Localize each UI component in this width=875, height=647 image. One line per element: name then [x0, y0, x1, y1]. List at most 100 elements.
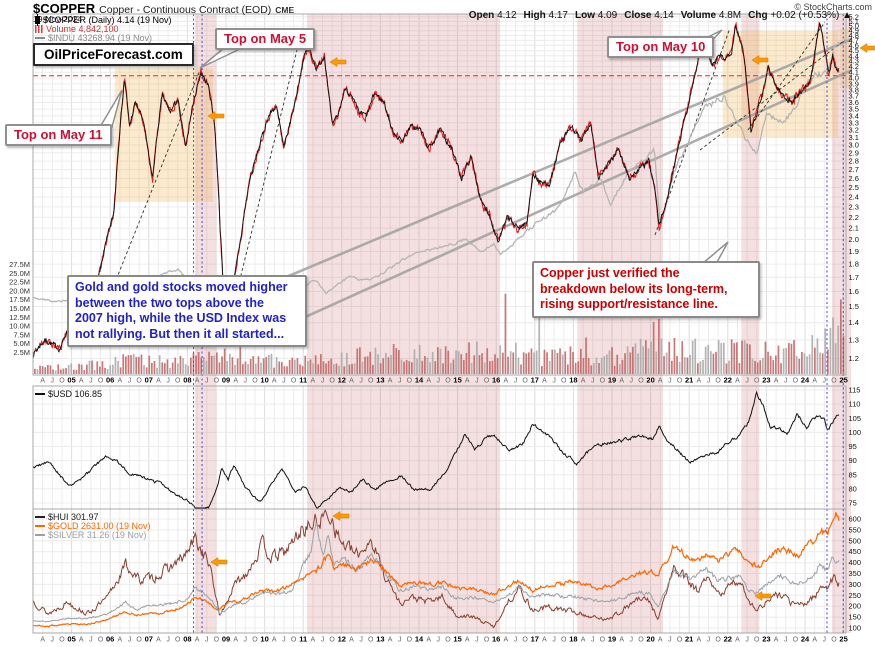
price-axis-label: 2.5	[849, 183, 859, 192]
volume-bar	[580, 348, 582, 374]
volume-axis-label: 25.0M	[9, 269, 30, 278]
price-axis-label: 4.4	[849, 51, 859, 60]
volume-bar	[457, 351, 460, 374]
volume-bar	[837, 325, 840, 374]
price-axis-label: 2.7	[849, 165, 859, 174]
orange-arrow-icon	[751, 55, 769, 65]
volume-bar	[626, 346, 629, 374]
volume-bar	[70, 363, 73, 374]
volume-bar	[52, 369, 54, 374]
x-axis-year-label: 08	[183, 376, 191, 385]
volume-value: 4.8M	[718, 10, 742, 21]
volume-bar	[637, 353, 639, 374]
volume-bar	[691, 340, 694, 374]
x-axis-month-label: A	[619, 637, 624, 644]
volume-bar	[814, 347, 816, 374]
price-axis-label: 2.8	[849, 157, 859, 166]
x-axis-month-label: O	[754, 378, 760, 385]
volume-bar	[75, 369, 78, 374]
x-axis-year-label: 12	[338, 635, 346, 644]
volume-bar	[730, 339, 733, 374]
volume-bar	[130, 355, 132, 374]
x-axis-month-label: A	[581, 637, 586, 644]
volume-bar	[44, 367, 47, 374]
x-axis-month-label: O	[175, 378, 181, 385]
volume-bar	[827, 349, 829, 374]
volume-bar	[811, 335, 814, 374]
volume-bar	[624, 353, 626, 374]
open-value: 4.12	[497, 10, 517, 21]
volume-axis-label: 5.0M	[13, 339, 30, 348]
x-axis-month-label: J	[437, 637, 441, 644]
legend-volume-label: Volume 4,842,100	[46, 24, 119, 34]
volume-bar	[434, 361, 437, 374]
legend-silver-label: $SILVER 31.26 (19 Nov)	[48, 530, 147, 540]
volume-bar	[429, 362, 431, 374]
metals-axis-label: 350	[849, 569, 862, 578]
usd-axis-label: 115	[849, 386, 861, 395]
volume-bar	[658, 319, 660, 374]
volume-bar	[743, 340, 746, 374]
x-axis-year-label: 20	[646, 635, 654, 644]
x-axis-year-label: 09	[222, 635, 230, 644]
price-axis-label: 1.7	[849, 273, 859, 282]
x-axis-month-label: O	[407, 637, 413, 644]
legend-indu-label: $INDU 43268.94 (19 Nov)	[48, 33, 153, 43]
volume-bar	[554, 349, 556, 374]
legend-hui: $HUI 301.97	[35, 512, 99, 522]
volume-bar	[712, 353, 715, 374]
x-axis-month-label: A	[195, 378, 200, 385]
volume-bar	[49, 365, 52, 374]
x-axis-month-label: O	[561, 637, 567, 644]
volume-bar	[39, 365, 41, 374]
x-axis-month-label: A	[619, 378, 624, 385]
callout-top-may-10: Top on May 10	[607, 36, 715, 58]
x-axis-year-label: 25	[839, 376, 847, 385]
volume-bar	[608, 350, 611, 374]
x-axis-month-label: J	[630, 378, 634, 385]
usd-index-series	[32, 390, 840, 509]
quote-bar: Open 4.12 High 4.17 Low 4.09 Close 4.14 Volu…	[469, 10, 852, 21]
chart-date: 19-Nov-2024	[33, 14, 83, 24]
volume-bar	[96, 361, 99, 374]
volume-bar	[242, 364, 244, 374]
x-axis-month-label: A	[40, 637, 45, 644]
volume-bars-icon	[35, 25, 43, 33]
volume-bar	[655, 351, 658, 374]
volume-axis-label: 12.5M	[9, 313, 30, 322]
volume-bar	[460, 354, 463, 374]
price-axis-label: 2.6	[849, 174, 859, 183]
price-axis-label: 5.1	[849, 17, 859, 26]
note-gold-stocks: Gold and gold stocks moved higher betwee…	[67, 275, 307, 347]
volume-bar	[104, 367, 106, 374]
volume-bar	[676, 356, 678, 374]
legend-gold: $GOLD 2631.00 (19 Nov)	[35, 521, 151, 531]
metals-axis-label: 400	[849, 558, 862, 567]
x-axis-year-label: 24	[801, 635, 810, 644]
volume-bar	[234, 365, 236, 374]
volume-bar	[36, 369, 39, 374]
x-axis-year-label: 24	[801, 376, 810, 385]
price-axis-label: 2.0	[849, 235, 859, 244]
price-axis-label: 3.4	[849, 111, 859, 120]
x-axis-year-label: 25	[839, 635, 847, 644]
x-axis-month-label: J	[398, 637, 402, 644]
volume-bar	[377, 354, 379, 374]
x-axis-month-label: O	[252, 378, 258, 385]
volume-bar	[195, 355, 197, 374]
panel-border	[32, 508, 847, 634]
volume-bar	[509, 351, 512, 374]
volume-bar	[314, 355, 317, 374]
volume-bar	[208, 351, 210, 374]
x-axis-month-label: O	[484, 378, 490, 385]
volume-bar	[548, 360, 551, 374]
volume-bar	[60, 369, 62, 374]
volume-bar	[99, 366, 101, 374]
price-axis-label: 1.5	[849, 302, 859, 311]
x-axis-month-label: O	[793, 378, 799, 385]
x-axis-month-label: O	[329, 378, 335, 385]
price-axis-label: 4.7	[849, 36, 859, 45]
metals-axis-label: 200	[849, 602, 862, 611]
volume-bar	[364, 356, 366, 374]
x-axis-month-label: A	[195, 637, 200, 644]
